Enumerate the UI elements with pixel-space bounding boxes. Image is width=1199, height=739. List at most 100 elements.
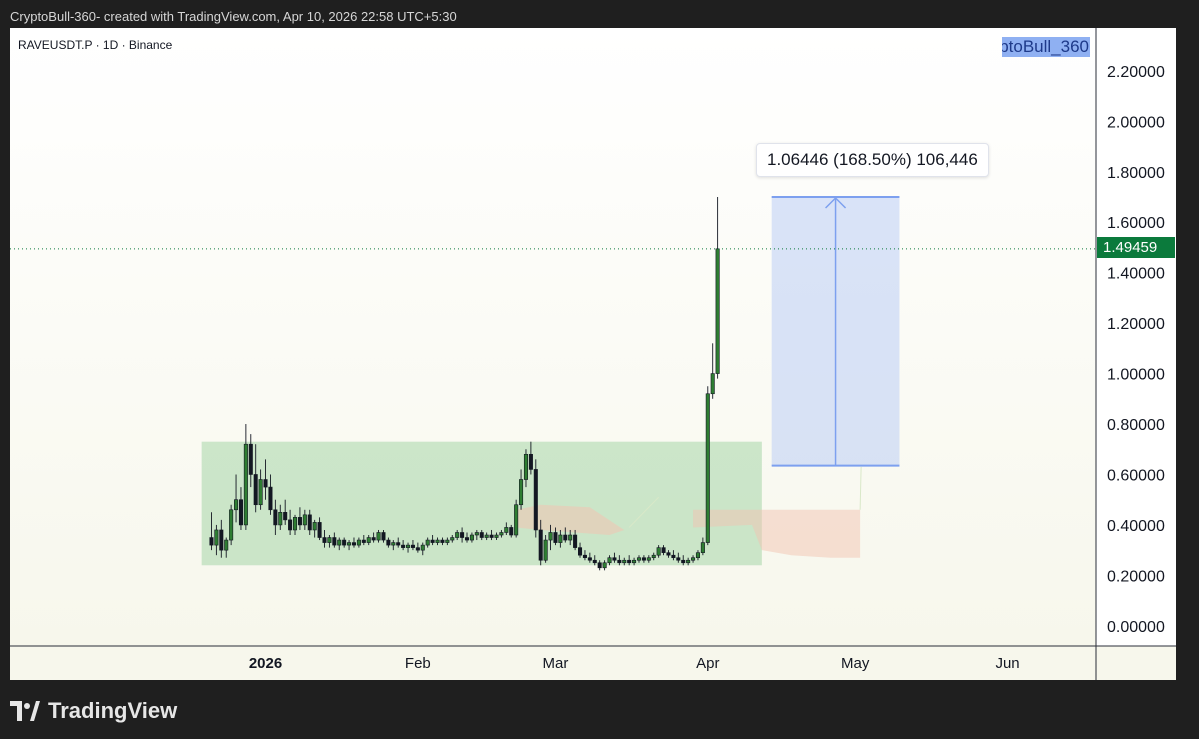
candle	[337, 537, 342, 551]
candle-body-down	[288, 519, 293, 531]
candle	[425, 537, 430, 548]
accumulation-zone	[201, 441, 762, 566]
time-axis-background	[10, 646, 1176, 680]
candle-body-down	[361, 539, 366, 543]
candle-body-up	[484, 534, 489, 538]
candle	[391, 540, 396, 551]
candle-body-down	[464, 537, 470, 541]
candle	[509, 524, 514, 538]
candle-body-up	[347, 542, 352, 546]
candle-body-down	[209, 537, 214, 546]
price-tick-label: 0.80000	[1107, 417, 1165, 434]
candle-body-up	[278, 512, 283, 526]
candle	[361, 535, 366, 546]
price-tick-label: 1.20000	[1107, 316, 1165, 333]
candle	[258, 469, 263, 510]
candle-body-up	[376, 532, 381, 541]
candle	[219, 519, 224, 558]
forecast-cloud-2	[693, 509, 861, 558]
candle-body-down	[661, 547, 666, 553]
candle	[386, 537, 391, 548]
symbol-legend[interactable]: RAVEUSDT.P · 1D · Binance	[18, 38, 173, 52]
candle	[455, 529, 460, 541]
candle-body-up	[607, 557, 612, 564]
candle-body-up	[622, 559, 627, 564]
candle	[283, 499, 288, 525]
candle-body-down	[533, 469, 538, 531]
candle	[661, 545, 666, 556]
candle-body-down	[273, 509, 278, 526]
candle-body-down	[283, 512, 288, 521]
candle	[494, 532, 499, 541]
chart-attribution: CryptoBull-360- created with TradingView…	[10, 9, 457, 24]
candle	[342, 537, 347, 548]
candle	[568, 529, 573, 546]
candle	[671, 550, 676, 561]
time-tick-label: Apr	[696, 655, 719, 672]
candle	[646, 555, 651, 563]
candle-body-up	[406, 544, 411, 548]
candle	[410, 540, 415, 551]
candle-body-down	[460, 532, 465, 538]
price-tick-label: 0.00000	[1107, 619, 1165, 636]
candle-body-down	[573, 534, 578, 548]
price-tick-label: 0.40000	[1107, 518, 1165, 535]
candle	[558, 529, 563, 548]
candle-body-up	[700, 542, 705, 553]
time-tick-label: Mar	[543, 655, 569, 672]
candle	[538, 519, 543, 566]
measure-arrow-head	[825, 196, 847, 209]
candle	[229, 504, 234, 546]
candle	[406, 542, 411, 553]
candle-body-up	[695, 552, 700, 559]
candle	[641, 555, 646, 563]
last-price-badge: 1.49459	[1097, 236, 1175, 258]
candle-body-down	[563, 534, 568, 541]
candle-body-up	[234, 499, 239, 511]
chart-frame[interactable]: 0.00000 0.20000 0.40000 0.60000 0.80000 1.000…	[10, 28, 1176, 680]
candle	[238, 487, 243, 530]
candle	[401, 540, 406, 551]
candle-body-up	[450, 537, 455, 541]
candle-body-down	[410, 544, 415, 548]
candle-body-down	[553, 532, 558, 543]
candle-body-down	[342, 539, 347, 546]
candle-body-up	[292, 517, 298, 531]
candle-body-up	[646, 557, 651, 561]
candle	[479, 529, 484, 541]
price-tick-label: 1.00000	[1107, 367, 1165, 384]
candle	[666, 550, 671, 558]
chart-canvas[interactable]: 0.00000 0.20000 0.40000 0.60000 0.80000 1.000…	[10, 28, 1176, 680]
candle	[528, 441, 533, 475]
candle	[548, 524, 553, 551]
candle	[627, 555, 632, 566]
time-tick-label: May	[841, 655, 870, 672]
candle-body-up	[504, 527, 509, 533]
candle-body-up	[523, 453, 528, 480]
candle-body-up	[425, 539, 430, 546]
candle-body-up	[494, 534, 499, 538]
candle-body-up	[445, 539, 450, 543]
candle	[278, 504, 283, 530]
candle-body-up	[224, 539, 229, 551]
price-axis-background	[1096, 28, 1176, 646]
candle-body-down	[332, 537, 337, 546]
candle	[297, 507, 302, 530]
author-watermark: CryptoBull_360	[1002, 37, 1090, 57]
candle	[445, 537, 450, 546]
candle	[533, 459, 538, 538]
candle-body-up	[519, 479, 524, 506]
candle	[632, 557, 637, 566]
candle	[543, 535, 548, 563]
candle	[607, 555, 612, 566]
candle-body-down	[489, 534, 494, 538]
candle	[292, 514, 298, 536]
candle-body-down	[479, 532, 484, 538]
candle-body-down	[627, 559, 632, 564]
candle	[592, 555, 597, 566]
candle	[317, 517, 322, 541]
candle-body-down	[681, 559, 686, 564]
candle	[563, 527, 568, 543]
candle-body-up	[229, 509, 234, 541]
candle-body-up	[656, 547, 661, 556]
